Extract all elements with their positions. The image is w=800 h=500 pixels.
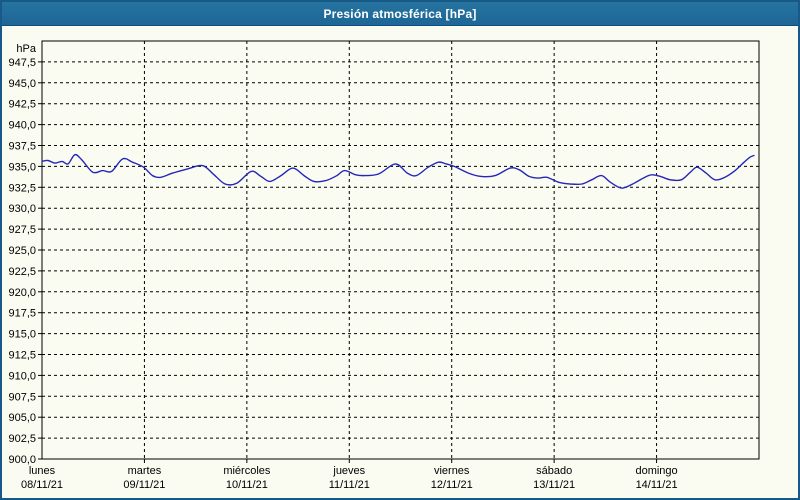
y-axis-tick-label: 942,5 xyxy=(8,99,36,111)
y-axis-unit-label: hPa xyxy=(16,43,36,55)
plot-frame xyxy=(41,40,760,460)
y-axis-tick-label: 907,5 xyxy=(8,391,36,403)
y-axis-tick-label: 947,5 xyxy=(8,57,36,69)
plot-area: 947,5 945,0 942,5 940,0 937,5 935,0 932,5 930,0… xyxy=(2,26,798,498)
y-axis-tick-label: 917,5 xyxy=(8,308,36,320)
day-name-label: jueves xyxy=(332,465,365,477)
y-axis-tick-label: 922,5 xyxy=(8,266,36,278)
pressure-line xyxy=(41,153,755,189)
y-axis-tick-label: 905,0 xyxy=(8,412,36,424)
chart-title: Presión atmosférica [hPa] xyxy=(323,6,477,21)
y-axis-tick-label: 935,0 xyxy=(8,161,36,173)
y-axis-tick-label: 900,0 xyxy=(8,454,36,466)
y-axis-tick-label: 945,0 xyxy=(8,78,36,90)
y-axis-tick-label: 915,0 xyxy=(8,329,36,341)
y-axis-tick-label: 902,5 xyxy=(8,433,36,445)
day-name-label: martes xyxy=(128,465,162,477)
y-axis-tick-label: 912,5 xyxy=(8,350,36,362)
y-axis-tick-label: 937,5 xyxy=(8,141,36,153)
y-axis-tick-label: 910,0 xyxy=(8,370,36,382)
day-date-label: 09/11/21 xyxy=(123,479,165,491)
y-axis-tick-label: 925,0 xyxy=(8,245,36,257)
pressure-chart-svg: 947,5 945,0 942,5 940,0 937,5 935,0 932,5 930,0… xyxy=(8,40,760,491)
day-date-label: 14/11/21 xyxy=(636,479,678,491)
day-date-label: 10/11/21 xyxy=(226,479,268,491)
day-date-label: 08/11/21 xyxy=(21,479,63,491)
day-date-label: 12/11/21 xyxy=(431,479,473,491)
chart-title-bar: Presión atmosférica [hPa] xyxy=(2,2,798,26)
day-name-label: viernes xyxy=(434,465,470,477)
day-date-label: 11/11/21 xyxy=(329,479,370,491)
day-name-label: sábado xyxy=(536,465,572,477)
day-date-label: 13/11/21 xyxy=(533,479,575,491)
y-axis-tick-label: 940,0 xyxy=(8,120,36,132)
y-axis-tick-label: 920,0 xyxy=(8,287,36,299)
day-name-label: domingo xyxy=(635,465,677,477)
y-axis-tick-label: 930,0 xyxy=(8,203,36,215)
day-name-label: lunes xyxy=(29,465,56,477)
y-axis-tick-label: 932,5 xyxy=(8,182,36,194)
day-name-label: miércoles xyxy=(223,465,271,477)
y-axis-tick-label: 927,5 xyxy=(8,224,36,236)
